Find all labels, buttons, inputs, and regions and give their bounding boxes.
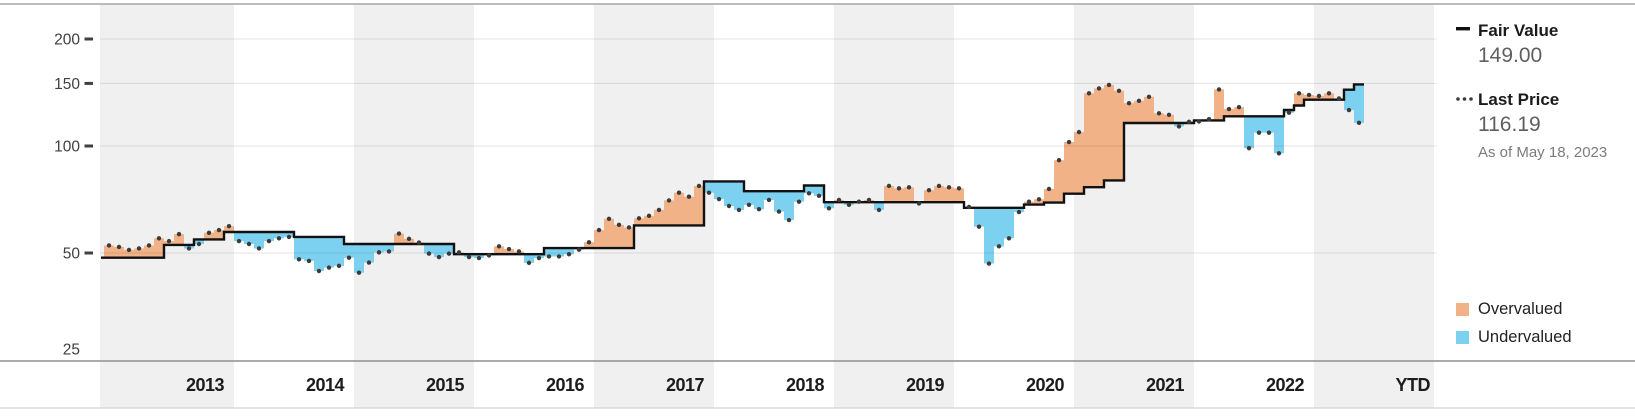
last-price-dots <box>106 82 1362 275</box>
x-tick-2019: 2019 <box>906 375 945 395</box>
last-price-dotted-marker <box>1456 97 1473 101</box>
svg-text:25: 25 <box>63 342 80 359</box>
x-tick-2020: 2020 <box>1026 375 1065 395</box>
last-price-label: Last Price <box>1478 90 1559 109</box>
svg-text:200: 200 <box>54 32 80 49</box>
x-tick-2013: 2013 <box>186 375 225 395</box>
fair-value-step-line <box>101 83 1364 259</box>
x-tick-2016: 2016 <box>546 375 585 395</box>
last-price-amount: 116.19 <box>1478 113 1541 136</box>
x-axis-year-labels: 2013 2014 2015 2016 2017 2018 2019 2020 2021 2022… <box>186 375 1431 395</box>
chart-legend: Fair Value 149.00 Last Price 116.19 As o… <box>1456 21 1607 346</box>
svg-text:50: 50 <box>63 246 81 263</box>
x-tick-2018: 2018 <box>786 375 825 395</box>
axes <box>0 3 1635 409</box>
x-tick-2017: 2017 <box>666 375 705 395</box>
valuation-fills <box>104 84 1364 273</box>
x-tick-2015: 2015 <box>426 375 465 395</box>
x-tick-2022: 2022 <box>1266 375 1305 395</box>
x-tick-2021: 2021 <box>1146 375 1185 395</box>
overvalued-label: Overvalued <box>1478 300 1562 318</box>
year-bands <box>100 4 1434 408</box>
fair-value-line-marker <box>1456 27 1470 31</box>
y-axis-labels: 200 150 100 50 25 <box>54 32 93 359</box>
last-price-as-of: As of May 18, 2023 <box>1478 144 1607 161</box>
svg-text:150: 150 <box>54 76 80 93</box>
fair-value-amount: 149.00 <box>1478 44 1542 67</box>
x-tick-2014: 2014 <box>306 375 345 395</box>
gridlines <box>100 38 1437 254</box>
svg-text:100: 100 <box>54 139 80 156</box>
x-tick-YTD: YTD <box>1396 375 1431 395</box>
undervalued-label: Undervalued <box>1478 328 1572 346</box>
undervalued-swatch <box>1456 331 1469 344</box>
overvalued-swatch <box>1456 303 1469 316</box>
fair-value-label: Fair Value <box>1478 21 1558 40</box>
